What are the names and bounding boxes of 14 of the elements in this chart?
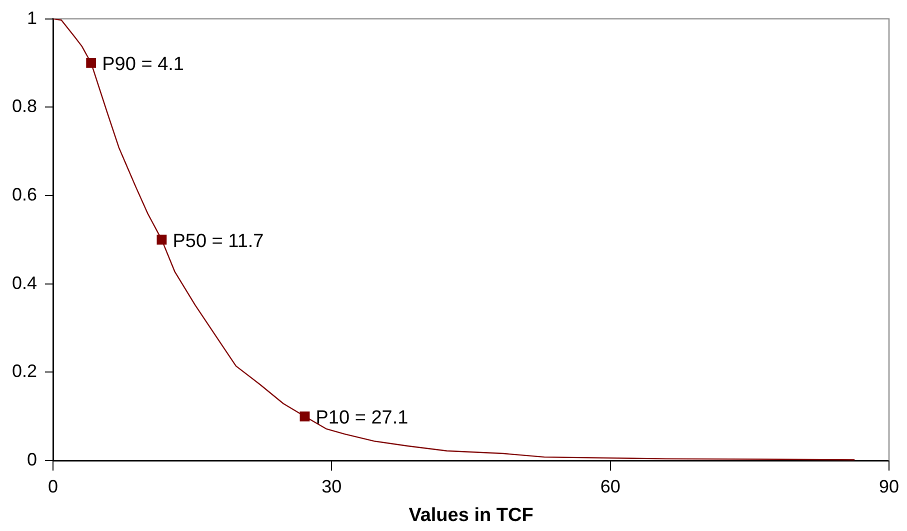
x-tick-label: 90 — [878, 476, 900, 496]
y-tick-label: 0.8 — [12, 96, 38, 116]
annotation: P90 = 4.1 — [102, 54, 184, 76]
annotation: P10 = 27.1 — [316, 408, 408, 429]
y-tick-label: 0.2 — [12, 361, 38, 382]
annotation: P50 = 11.7 — [172, 230, 264, 252]
x-tick-label: 30 — [322, 476, 342, 496]
y-tick-label: 0.6 — [12, 184, 38, 204]
x-tick-label: 60 — [600, 476, 620, 496]
y-tick-label: 1 — [27, 8, 38, 28]
x-axis-title: Values in TCF — [408, 504, 534, 526]
y-tick-label: 0 — [27, 450, 38, 470]
x-tick-label: 0 — [48, 476, 58, 496]
y-tick-label: 0.4 — [12, 272, 38, 293]
